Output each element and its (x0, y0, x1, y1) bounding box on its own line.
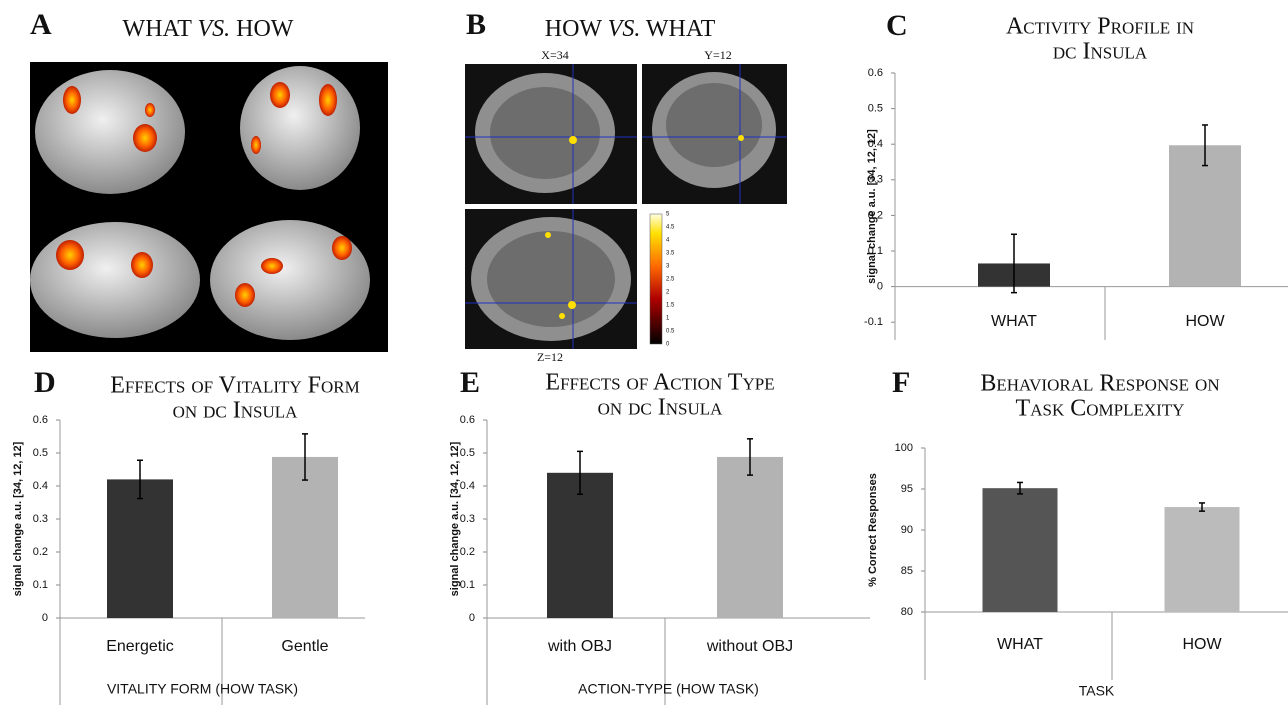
colorbar-tick-label: 3 (666, 264, 670, 270)
panel-title: Behavioral Response on (980, 371, 1219, 397)
x-tick-label: Gentle (281, 638, 328, 655)
y-tick-label: 90 (901, 524, 913, 536)
title-part: HOW (545, 16, 603, 42)
y-tick-label: 0.1 (33, 579, 48, 591)
y-axis-label: signal change a.u. [34, 12, 12] (12, 441, 24, 596)
colorbar-tick-label: 2 (666, 290, 670, 296)
y-tick-label: 100 (895, 442, 913, 454)
panel-letter: A (30, 8, 52, 41)
bar (107, 479, 173, 618)
y-tick-label: 0.5 (460, 447, 475, 459)
y-tick-label: 0.3 (33, 513, 48, 525)
x-tick-label: without OBJ (706, 638, 793, 655)
y-tick-label: 95 (901, 483, 913, 495)
panel-title: on dc Insula (598, 395, 724, 421)
mri-slices (465, 64, 787, 349)
x-axis-label: VITALITY FORM (HOW TASK) (107, 681, 298, 697)
title-part: HOW (236, 16, 294, 42)
y-tick-label: 0.6 (460, 414, 475, 426)
y-tick-label: 0.3 (868, 174, 883, 186)
y-tick-label: 0.2 (33, 546, 48, 558)
colorbar-tick-label: 1.5 (666, 303, 675, 309)
x-tick-label: with OBJ (547, 638, 612, 655)
x-tick-label: HOW (1185, 313, 1225, 330)
y-axis-label: signal change a.u. [34, 12, 12] (866, 129, 878, 284)
y-tick-label: 0 (877, 281, 883, 293)
y-tick-label: 0.4 (33, 480, 48, 492)
y-tick-label: 0.1 (460, 579, 475, 591)
panel-title: HOW VS. WHAT (545, 16, 716, 42)
y-tick-label: 0 (42, 612, 48, 624)
x-tick-label: WHAT (997, 636, 1043, 653)
y-tick-label: 0.2 (868, 209, 883, 221)
slice-label: Y=12 (704, 48, 731, 62)
colorbar-tick-label: 4.5 (666, 225, 675, 231)
panel-title: on dc Insula (173, 398, 299, 424)
title-part: VS. (608, 16, 641, 42)
colorbar-tick-label: 5 (666, 212, 670, 218)
colorbar-tick-label: 0.5 (666, 329, 675, 335)
x-tick-label: WHAT (991, 313, 1037, 330)
y-tick-label: -0.1 (864, 316, 883, 328)
panel-letter: B (466, 8, 486, 41)
y-tick-label: 0.4 (868, 138, 883, 150)
y-tick-label: 80 (901, 606, 913, 618)
panel-title: Activity Profile in (1006, 14, 1194, 40)
title-part: VS. (197, 16, 230, 42)
x-tick-label: Energetic (106, 638, 174, 655)
colorbar-tick-label: 3.5 (666, 251, 675, 257)
panel-title: WHAT VS. HOW (123, 16, 294, 42)
colorbar-tick-label: 4 (666, 238, 670, 244)
panel-title: Effects of Vitality Form (110, 373, 360, 399)
colorbar-tick-label: 1 (666, 316, 670, 322)
y-tick-label: 85 (901, 565, 913, 577)
y-tick-label: 0.5 (33, 447, 48, 459)
y-tick-label: 0 (469, 612, 475, 624)
panel-letter: F (892, 366, 910, 399)
bar (717, 457, 783, 618)
colorbar-tick-label: 2.5 (666, 277, 675, 283)
panel-title: Effects of Action Type (545, 370, 774, 396)
brain-renders (30, 62, 388, 352)
y-tick-label: 0.2 (460, 546, 475, 558)
figure: A WHAT VS. HOW B HOW VS. WHAT (0, 0, 1288, 705)
x-axis-label: TASK (1079, 683, 1115, 699)
y-tick-label: 0.5 (868, 103, 883, 115)
title-part: WHAT (123, 16, 193, 42)
panel-title: Task Complexity (1016, 396, 1185, 422)
title-part: WHAT (646, 16, 716, 42)
panel-letter: C (886, 9, 908, 42)
bar (1169, 145, 1241, 286)
y-tick-label: 0.6 (33, 414, 48, 426)
y-tick-label: 0.1 (868, 245, 883, 257)
x-axis-label: ACTION-TYPE (HOW TASK) (578, 681, 759, 697)
panel-letter: D (34, 366, 56, 399)
slice-label: X=34 (541, 48, 568, 62)
y-tick-label: 0.4 (460, 480, 475, 492)
y-axis-label: % Correct Responses (867, 473, 879, 587)
x-tick-label: HOW (1182, 636, 1222, 653)
bar (983, 488, 1058, 612)
panel-letter: E (460, 366, 480, 399)
slice-label: Z=12 (537, 350, 563, 364)
colorbar-tick-label: 0 (666, 342, 670, 348)
panel-title: dc Insula (1053, 39, 1148, 65)
y-tick-label: 0.3 (460, 513, 475, 525)
bar (272, 457, 338, 618)
bar (1165, 507, 1240, 612)
y-tick-label: 0.6 (868, 67, 883, 79)
